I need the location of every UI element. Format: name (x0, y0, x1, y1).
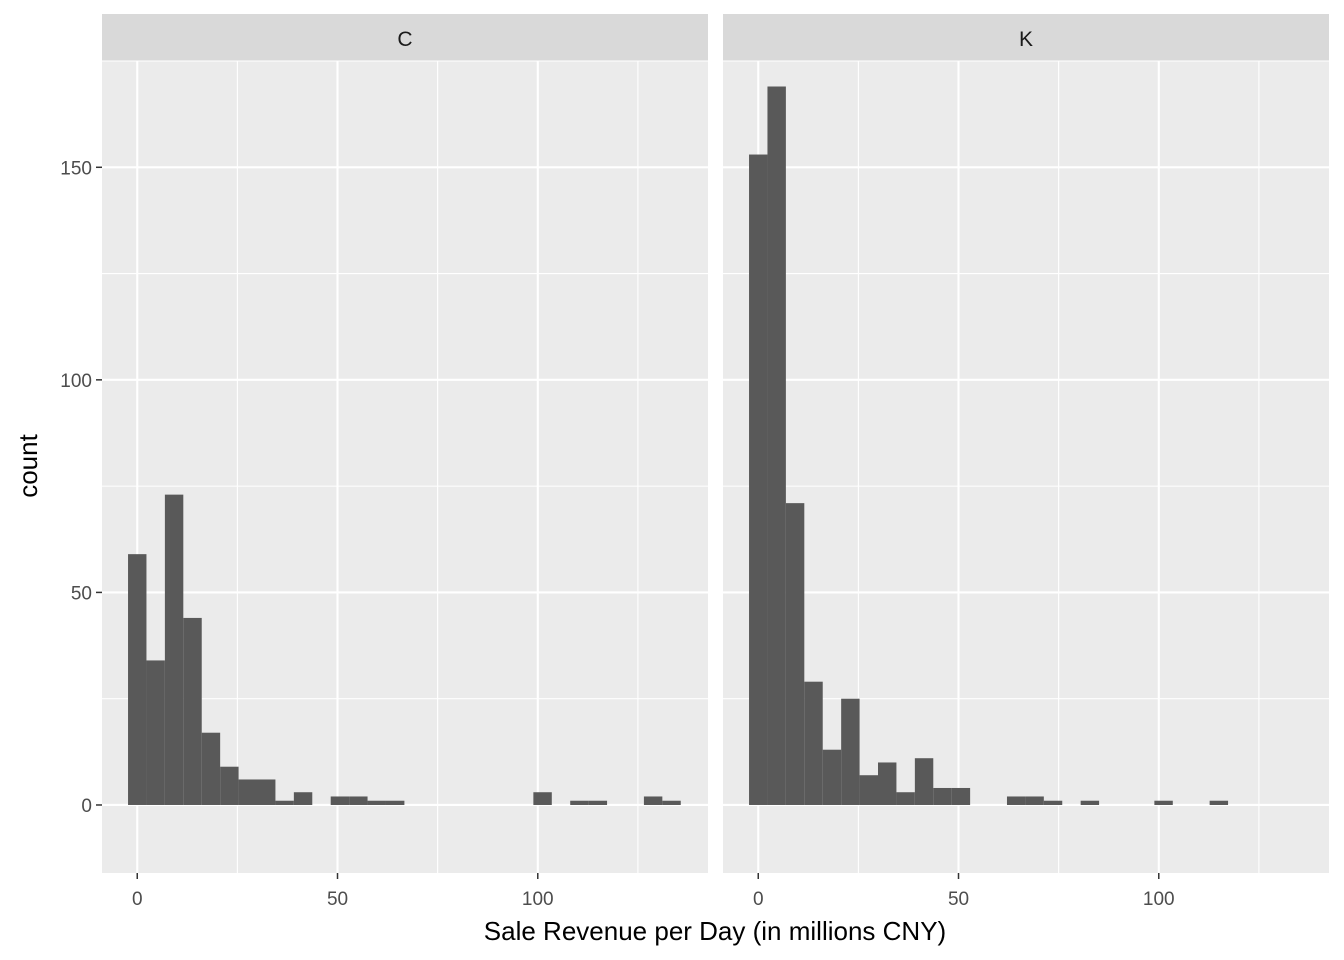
histogram-bar (275, 800, 294, 805)
histogram-bar (951, 787, 971, 805)
histogram-bar (201, 732, 221, 805)
x-tick-label: 100 (1143, 889, 1175, 910)
histogram-bar (767, 86, 786, 805)
histogram-bar (1154, 800, 1173, 805)
x-tick-label: 100 (522, 889, 554, 910)
histogram-bar (146, 660, 165, 805)
x-tick-label: 50 (327, 889, 348, 910)
histogram-bar (841, 698, 860, 805)
histogram-bar (533, 792, 552, 805)
histogram-bar (385, 800, 405, 805)
histogram-bar (330, 796, 350, 805)
y-tick-label: 50 (71, 583, 92, 604)
histogram-bar (859, 775, 879, 805)
histogram-bar (1080, 800, 1100, 805)
y-axis: 0 50 100 150 (60, 158, 102, 817)
histogram-bar (570, 800, 589, 805)
histogram-bar (1043, 800, 1063, 805)
histogram-bar (822, 749, 842, 805)
histogram-bar (257, 779, 276, 805)
histogram-bar (588, 800, 608, 805)
y-tick-label: 0 (81, 796, 92, 817)
facet-strip (723, 14, 1329, 61)
x-axis-title: Sale Revenue per Day (in millions CNY) (484, 916, 946, 946)
histogram-bar (238, 779, 258, 805)
y-axis-title: count (13, 433, 43, 497)
histogram-bar (878, 762, 897, 805)
panel-background (723, 61, 1329, 873)
facet-strip-label: K (1019, 28, 1033, 51)
histogram-bar (914, 758, 934, 805)
histogram-bar (128, 554, 147, 805)
facet-panel-c: C 0 50 100 (102, 14, 708, 910)
histogram-bar (349, 796, 368, 805)
y-tick-label: 100 (60, 371, 92, 392)
histogram-bar (220, 766, 239, 805)
histogram-bar (643, 796, 663, 805)
facet-panels: C 0 50 100 K 0 50 100 (102, 14, 1329, 910)
histogram-bar (293, 792, 313, 805)
histogram-bar (1209, 800, 1229, 805)
histogram-bar (1025, 796, 1044, 805)
facet-strip-label: C (397, 28, 412, 51)
x-tick-label: 50 (948, 889, 969, 910)
histogram-bar (164, 494, 184, 805)
histogram-bar (804, 681, 823, 805)
histogram-bar (1006, 796, 1026, 805)
x-tick-label: 0 (753, 889, 764, 910)
histogram-bar (183, 617, 202, 805)
histogram-bar (367, 800, 386, 805)
histogram-bar (896, 792, 915, 805)
histogram-bar (785, 503, 805, 805)
x-tick-label: 0 (132, 889, 143, 910)
facet-strip (102, 14, 708, 61)
histogram-bar (749, 154, 768, 805)
facet-panel-k: K 0 50 100 (723, 14, 1329, 910)
histogram-bar (933, 787, 952, 805)
histogram-bar (662, 800, 681, 805)
y-tick-label: 150 (60, 158, 92, 179)
